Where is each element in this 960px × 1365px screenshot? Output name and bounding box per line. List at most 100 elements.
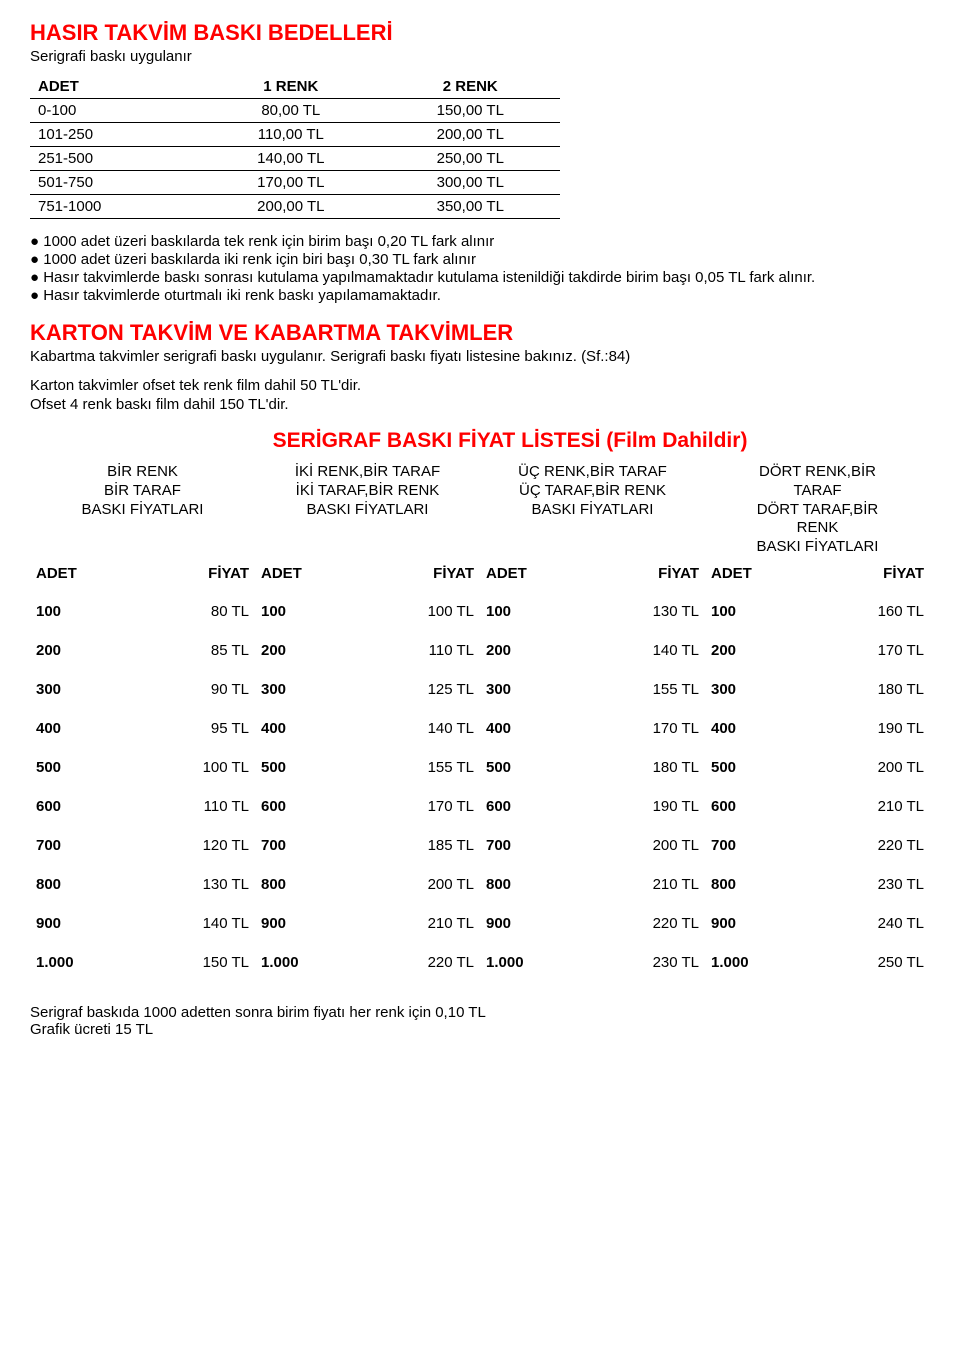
cell-fiyat: 220 TL xyxy=(539,904,706,943)
cell-fiyat: 220 TL xyxy=(314,943,481,982)
group-header-line: TARAF xyxy=(711,482,924,501)
hasir-th-adet: ADET xyxy=(30,75,201,99)
cell-adet: 400 xyxy=(705,709,764,748)
footer-notes: Serigraf baskıda 1000 adetten sonra biri… xyxy=(30,1004,930,1038)
cell-1renk: 170,00 TL xyxy=(201,171,380,195)
cell-fiyat: 100 TL xyxy=(89,748,256,787)
group-header-line: ÜÇ TARAF,BİR RENK xyxy=(486,482,699,501)
cell-adet: 900 xyxy=(480,904,539,943)
col-header-adet: ADET xyxy=(255,561,314,592)
cell-adet: 900 xyxy=(255,904,314,943)
hasir-price-table: ADET 1 RENK 2 RENK 0-10080,00 TL150,00 T… xyxy=(30,75,560,219)
price-row: 600110 TL600170 TL600190 TL600210 TL xyxy=(30,787,930,826)
cell-adet: 400 xyxy=(30,709,89,748)
table-row: 501-750170,00 TL300,00 TL xyxy=(30,171,560,195)
price-row: 900140 TL900210 TL900220 TL900240 TL xyxy=(30,904,930,943)
cell-adet: 400 xyxy=(480,709,539,748)
cell-fiyat: 170 TL xyxy=(764,631,931,670)
col-header-fiyat: FİYAT xyxy=(539,561,706,592)
cell-fiyat: 170 TL xyxy=(314,787,481,826)
cell-fiyat: 190 TL xyxy=(764,709,931,748)
cell-adet: 500 xyxy=(480,748,539,787)
cell-fiyat: 150 TL xyxy=(89,943,256,982)
cell-fiyat: 190 TL xyxy=(539,787,706,826)
group-header-line: DÖRT RENK,BİR xyxy=(711,463,924,482)
group-header-line: BASKI FİYATLARI xyxy=(36,501,249,520)
cell-adet: 200 xyxy=(705,631,764,670)
cell-2renk: 150,00 TL xyxy=(381,99,560,123)
cell-adet: 700 xyxy=(255,826,314,865)
table-row: 251-500140,00 TL250,00 TL xyxy=(30,147,560,171)
karton-line3: Ofset 4 renk baskı film dahil 150 TL'dir… xyxy=(30,396,930,413)
table-row: 0-10080,00 TL150,00 TL xyxy=(30,99,560,123)
serigraf-price-table: BİR RENKBİR TARAFBASKI FİYATLARIİKİ RENK… xyxy=(30,459,930,982)
karton-line1: Kabartma takvimler serigrafi baskı uygul… xyxy=(30,348,930,365)
group-header-line: DÖRT TARAF,BİR xyxy=(711,501,924,520)
group-header-line: İKİ TARAF,BİR RENK xyxy=(261,482,474,501)
cell-adet: 500 xyxy=(255,748,314,787)
cell-fiyat: 230 TL xyxy=(539,943,706,982)
group-header-line: BASKI FİYATLARI xyxy=(711,538,924,557)
cell-adet: 500 xyxy=(705,748,764,787)
hasir-th-2renk: 2 RENK xyxy=(381,75,560,99)
cell-fiyat: 200 TL xyxy=(764,748,931,787)
col-header-fiyat: FİYAT xyxy=(89,561,256,592)
cell-fiyat: 140 TL xyxy=(314,709,481,748)
cell-adet: 1.000 xyxy=(255,943,314,982)
cell-adet: 300 xyxy=(255,670,314,709)
cell-fiyat: 160 TL xyxy=(764,592,931,631)
cell-adet: 600 xyxy=(255,787,314,826)
cell-fiyat: 200 TL xyxy=(539,826,706,865)
cell-adet: 600 xyxy=(705,787,764,826)
cell-adet: 1.000 xyxy=(30,943,89,982)
price-group-header: BİR RENKBİR TARAFBASKI FİYATLARI xyxy=(30,459,255,561)
hasir-notes: ● 1000 adet üzeri baskılarda tek renk iç… xyxy=(30,233,930,304)
cell-fiyat: 155 TL xyxy=(314,748,481,787)
cell-adet: 100 xyxy=(480,592,539,631)
cell-fiyat: 210 TL xyxy=(764,787,931,826)
group-header-line: BASKI FİYATLARI xyxy=(486,501,699,520)
cell-adet: 1.000 xyxy=(705,943,764,982)
price-group-header: DÖRT RENK,BİRTARAFDÖRT TARAF,BİRRENKBASK… xyxy=(705,459,930,561)
cell-fiyat: 100 TL xyxy=(314,592,481,631)
cell-adet: 100 xyxy=(255,592,314,631)
price-row: 40095 TL400140 TL400170 TL400190 TL xyxy=(30,709,930,748)
cell-fiyat: 155 TL xyxy=(539,670,706,709)
group-header-line: ÜÇ RENK,BİR TARAF xyxy=(486,463,699,482)
hasir-subtitle: Serigrafi baskı uygulanır xyxy=(30,48,930,65)
cell-fiyat: 80 TL xyxy=(89,592,256,631)
table-row: 751-1000200,00 TL350,00 TL xyxy=(30,195,560,219)
cell-adet: 0-100 xyxy=(30,99,201,123)
serigraf-title: SERİGRAF BASKI FİYAT LİSTESİ (Film Dahil… xyxy=(30,429,930,453)
cell-adet: 251-500 xyxy=(30,147,201,171)
cell-1renk: 140,00 TL xyxy=(201,147,380,171)
cell-adet: 800 xyxy=(30,865,89,904)
cell-adet: 600 xyxy=(480,787,539,826)
cell-fiyat: 220 TL xyxy=(764,826,931,865)
cell-adet: 200 xyxy=(480,631,539,670)
note-line: ● 1000 adet üzeri baskılarda tek renk iç… xyxy=(30,233,930,250)
note-line: ● Hasır takvimlerde oturtmalı iki renk b… xyxy=(30,287,930,304)
karton-line2: Karton takvimler ofset tek renk film dah… xyxy=(30,377,930,394)
cell-fiyat: 130 TL xyxy=(539,592,706,631)
cell-fiyat: 110 TL xyxy=(314,631,481,670)
cell-2renk: 300,00 TL xyxy=(381,171,560,195)
cell-fiyat: 250 TL xyxy=(764,943,931,982)
cell-adet: 700 xyxy=(480,826,539,865)
cell-fiyat: 120 TL xyxy=(89,826,256,865)
price-row: 800130 TL800200 TL800210 TL800230 TL xyxy=(30,865,930,904)
price-row: 700120 TL700185 TL700200 TL700220 TL xyxy=(30,826,930,865)
cell-adet: 600 xyxy=(30,787,89,826)
cell-fiyat: 90 TL xyxy=(89,670,256,709)
cell-adet: 100 xyxy=(30,592,89,631)
cell-fiyat: 130 TL xyxy=(89,865,256,904)
cell-adet: 900 xyxy=(30,904,89,943)
cell-adet: 300 xyxy=(480,670,539,709)
cell-2renk: 250,00 TL xyxy=(381,147,560,171)
price-group-header: İKİ RENK,BİR TARAFİKİ TARAF,BİR RENKBASK… xyxy=(255,459,480,561)
footer-line1: Serigraf baskıda 1000 adetten sonra biri… xyxy=(30,1004,930,1021)
cell-fiyat: 85 TL xyxy=(89,631,256,670)
cell-fiyat: 110 TL xyxy=(89,787,256,826)
cell-fiyat: 200 TL xyxy=(314,865,481,904)
cell-fiyat: 180 TL xyxy=(539,748,706,787)
